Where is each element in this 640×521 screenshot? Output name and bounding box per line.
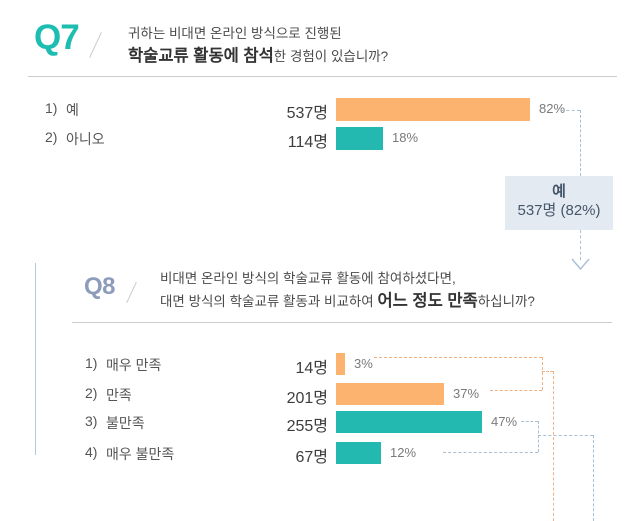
q7-connector-vertical — [580, 110, 581, 176]
q8-item2-count: 201명 — [286, 390, 328, 407]
q8-item3-bar — [336, 411, 482, 433]
q8-orange-connector-right — [542, 357, 543, 390]
q8-item2-bar — [336, 383, 444, 405]
q8-blue-connector-bottom — [443, 452, 538, 453]
q7-item1-label: 예 — [66, 102, 79, 118]
q7-item2-percent: 18% — [392, 130, 419, 145]
q7-question-bold: 학술교류 활동에 참석 — [128, 47, 274, 65]
q8-question-line1: 비대면 온라인 방식의 학술교류 활동에 참여하셨다면, — [160, 271, 456, 286]
q8-item3-count: 255명 — [286, 418, 328, 435]
q7-item1-count: 537명 — [286, 105, 328, 122]
q7-callout-value: 537명 (82%) — [517, 202, 601, 219]
q7-callout-box: 예 537명 (82%) — [505, 176, 613, 230]
q8-question-bold: 어느 정도 만족 — [377, 292, 478, 310]
q7-question-line1: 귀하는 비대면 온라인 방식으로 진행된 — [128, 26, 342, 41]
q8-divider-line — [72, 322, 612, 323]
q8-item4-label: 매우 불만족 — [106, 446, 175, 462]
q8-item1-bar — [336, 353, 345, 375]
q7-item2-label: 아니오 — [66, 131, 105, 147]
q8-item1-count: 14명 — [295, 360, 328, 377]
q7-callout-title: 예 — [552, 183, 566, 200]
q7-question-rest: 한 경험이 있습니까? — [273, 49, 389, 64]
q8-item4-percent: 12% — [390, 445, 417, 460]
q8-item1-number: 1) — [85, 355, 98, 371]
q7-connector-horizontal — [561, 110, 580, 111]
q8-question-post: 하십니까? — [477, 294, 535, 309]
q8-row-satisfied: 2) 만족 201명 37% — [0, 383, 640, 407]
q8-item2-label: 만족 — [106, 387, 132, 403]
q7-slash-divider — [89, 32, 102, 58]
q7-item1-bar — [336, 98, 530, 121]
q8-item2-number: 2) — [85, 385, 98, 401]
down-arrow-icon — [571, 258, 590, 271]
q8-item4-number: 4) — [85, 444, 98, 460]
callout-arrow-line — [580, 230, 581, 260]
q7-item2-number: 2) — [45, 129, 58, 145]
q8-slash-divider — [126, 281, 137, 304]
q8-blue-vertical-line — [593, 435, 594, 521]
q8-item1-percent: 3% — [354, 356, 373, 371]
q8-item3-number: 3) — [85, 413, 98, 429]
q7-item2-count: 114명 — [287, 134, 328, 151]
q8-orange-connector-bottom — [490, 390, 542, 391]
q8-question: 비대면 온라인 방식의 학술교류 활동에 참여하셨다면, 대면 방식의 학술교류… — [160, 268, 535, 313]
q8-item3-label: 불만족 — [106, 415, 145, 431]
q7-item2-bar — [336, 127, 383, 150]
q8-item2-percent: 37% — [453, 386, 480, 401]
q8-blue-connector-top — [521, 421, 538, 422]
q8-item4-bar — [336, 442, 381, 464]
q8-orange-step — [542, 371, 553, 372]
q7-row-no: 2) 아니오 114명 18% — [0, 127, 640, 151]
q7-item1-percent: 82% — [539, 101, 566, 116]
q8-item4-count: 67명 — [295, 449, 328, 466]
q8-orange-vertical-line — [553, 371, 554, 521]
q7-row-yes: 1) 예 537명 82% — [0, 98, 640, 122]
q8-item3-percent: 47% — [491, 414, 518, 429]
q8-question-line2: 대면 방식의 학술교류 활동과 비교하여 어느 정도 만족하십니까? — [160, 290, 535, 313]
q7-question-line2: 학술교류 활동에 참석한 경험이 있습니까? — [128, 45, 388, 68]
q8-row-dissatisfied: 3) 불만족 255명 47% — [0, 411, 640, 435]
q8-item1-label: 매우 만족 — [106, 357, 162, 373]
q8-blue-connector-right — [538, 421, 539, 452]
q7-divider-line — [28, 76, 617, 77]
q7-label: Q7 — [34, 18, 80, 57]
q8-row-very-satisfied: 1) 매우 만족 14명 3% — [0, 353, 640, 377]
q8-label: Q8 — [84, 273, 116, 300]
q8-blue-step — [538, 435, 593, 436]
q8-orange-connector-top — [374, 357, 542, 358]
q7-item1-number: 1) — [45, 100, 58, 116]
q7-question: 귀하는 비대면 온라인 방식으로 진행된 학술교류 활동에 참석한 경험이 있습… — [128, 23, 388, 68]
q8-row-very-dissatisfied: 4) 매우 불만족 67명 12% — [0, 442, 640, 466]
q8-left-border — [35, 263, 36, 455]
q8-question-pre: 대면 방식의 학술교류 활동과 비교하여 — [160, 294, 378, 309]
